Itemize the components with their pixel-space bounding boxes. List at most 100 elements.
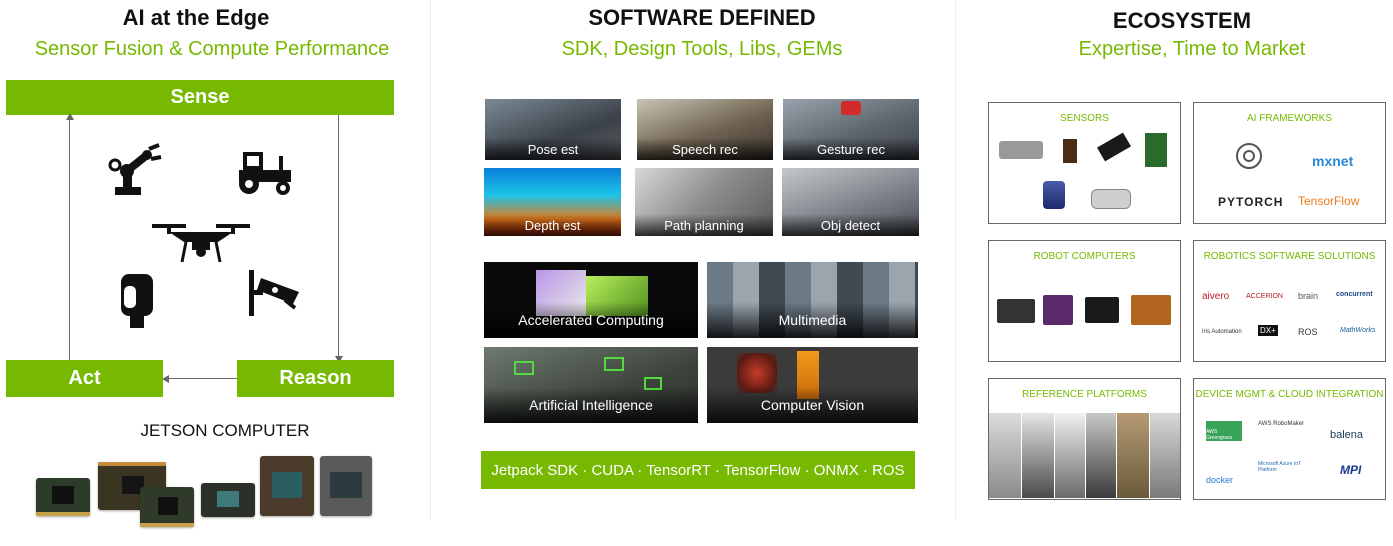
jetson-module-board [201,483,255,517]
software-subtitle: SDK, Design Tools, Libs, GEMs [561,38,843,60]
tile-label: Artificial Intelligence [484,387,698,423]
ecosystem-subtitle: Expertise, Time to Market [1078,38,1306,60]
tile-label: Path planning [635,214,773,236]
sensors-box: SENSORS [988,102,1181,224]
lidar-sensor-icon [999,141,1043,159]
multimedia-tile: Multimedia [707,262,918,338]
accelerated-computing-tile: Accelerated Computing [484,262,698,338]
sense-box: Sense [6,80,394,115]
detection-box [514,361,534,375]
path-planning-tile: Path planning [635,168,773,236]
stereo-camera-icon [1097,132,1131,162]
camera-module-icon [1063,139,1077,163]
mxnet-logo: mxnet [1312,153,1354,169]
camera-icon [121,274,153,328]
mpi-logo: MPI [1340,463,1362,477]
divider-left [430,0,431,520]
pytorch-logo: PYTORCH [1218,195,1284,209]
jetson-agx-board [260,456,314,516]
robotics-software-box: ROBOTICS SOFTWARE SOLUTIONS aivero ACCER… [1193,240,1386,362]
depth-est-tile: Depth est [484,168,621,236]
framework-logo-icon [1236,143,1262,169]
robot-computer-2 [1043,295,1073,325]
mathworks-logo: MathWorks [1340,327,1376,334]
device-mgmt-title: DEVICE MGMT & CLOUD INTEGRATION [1195,389,1384,400]
platform-photo-6 [1150,413,1180,498]
robotics-software-title: ROBOTICS SOFTWARE SOLUTIONS [1203,251,1376,262]
device-mgmt-box: DEVICE MGMT & CLOUD INTEGRATION AWS Gree… [1193,378,1386,500]
detection-box [604,357,624,371]
accerion-logo: ACCERION [1246,293,1283,300]
aws-robomaker-logo: AWS RoboMaker [1258,421,1305,427]
arrow-up-icon [66,113,74,120]
pose-est-tile: Pose est [485,99,621,160]
tile-label: Obj detect [782,214,919,236]
ecosystem-title: ECOSYSTEM [1112,8,1252,33]
arrow-down-icon [335,356,343,363]
reference-platforms-title: REFERENCE PLATFORMS [1022,389,1147,400]
brain-logo: brain [1298,291,1319,301]
jetson-xavier-nx-board [140,487,194,527]
platform-photo-4 [1086,413,1116,498]
security-camera-icon [249,270,299,316]
speech-rec-tile: Speech rec [637,99,773,160]
tile-label: Depth est [484,214,621,236]
sensors-title: SENSORS [1060,113,1109,124]
gesture-rec-tile: Gesture rec [783,99,919,160]
tile-label: Multimedia [707,302,918,338]
software-title: SOFTWARE DEFINED [588,5,816,30]
tensorflow-logo: TensorFlow [1298,194,1360,208]
ai-frameworks-title: AI FRAMEWORKS [1246,113,1332,124]
sense-label: Sense [170,86,230,108]
pointcloud-graphic [737,353,777,393]
3d-lidar-icon [1043,181,1065,209]
arrow-left-icon [162,375,169,383]
tile-label: Accelerated Computing [484,302,698,338]
computer-vision-tile: Computer Vision [707,347,918,423]
jetson-label: JETSON COMPUTER [140,421,310,440]
platform-photo-2 [1022,413,1054,498]
robot-computers-title: ROBOT COMPUTERS [1033,251,1136,262]
iris-automation-logo: Iris Automation [1202,329,1242,335]
obj-detect-tile: Obj detect [782,168,919,236]
jetson-tx2-board [98,462,166,510]
imu-board-icon [1145,133,1167,167]
dx-plus-logo: DX+ [1258,325,1278,336]
tractor-icon [239,152,291,195]
edge-title: AI at the Edge [122,5,270,30]
reason-box: Reason [237,360,394,397]
edge-subtitle: Sensor Fusion & Compute Performance [34,38,390,60]
jetson-nano-board [36,478,90,516]
azure-iot-logo: Microsoft Azure IoT Platform [1258,461,1301,473]
drone-icon [152,224,250,263]
act-box: Act [6,360,163,397]
sense-to-reason-line [338,115,339,360]
concurrent-logo: concurrent [1336,291,1373,298]
tile-label: Pose est [485,138,621,160]
act-to-sense-line [69,115,70,360]
reason-to-act-line [165,378,237,379]
sdk-bar-label: Jetpack SDK · CUDA · TensorRT · TensorFl… [491,461,905,479]
artificial-intelligence-tile: Artificial Intelligence [484,347,698,423]
robot-computer-1 [997,299,1035,323]
stop-sign-icon [841,101,861,115]
aivero-logo: aivero [1202,291,1230,302]
tile-label: Speech rec [637,138,773,160]
robot-computer-3 [1085,297,1119,323]
robot-arm-icon [108,143,162,195]
platform-photo-3 [1055,413,1085,498]
reference-platforms-box: REFERENCE PLATFORMS [988,378,1181,500]
realsense-camera-icon [1091,189,1131,209]
reason-label: Reason [279,367,352,389]
platform-photo-5 [1117,413,1149,498]
docker-logo: docker [1206,475,1234,485]
aws-greengrass-logo: AWS Greengrass [1206,421,1242,441]
balena-logo: balena [1330,429,1364,441]
platform-photo-1 [989,413,1021,498]
ai-frameworks-box: AI FRAMEWORKS mxnet PYTORCH TensorFlow [1193,102,1386,224]
tile-label: Gesture rec [783,138,919,160]
ros-logo: ROS [1298,327,1318,337]
tile-label: Computer Vision [707,387,918,423]
act-label: Act [68,367,101,389]
divider-right [955,0,956,520]
